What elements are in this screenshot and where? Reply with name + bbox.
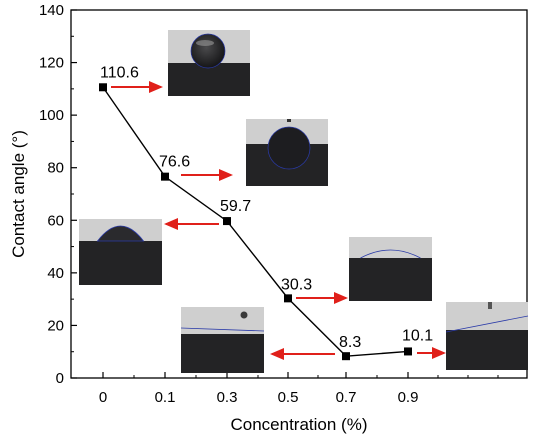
y-axis-title: Contact angle (°) bbox=[9, 130, 28, 258]
x-tick-label: 0.7 bbox=[336, 389, 357, 406]
data-point-marker bbox=[161, 172, 169, 181]
x-axis: 0 0.1 0.3 0.5 0.7 0.9 bbox=[99, 372, 499, 406]
y-tick-label: 140 bbox=[39, 2, 64, 19]
droplet-photo bbox=[349, 237, 432, 301]
y-tick-label: 20 bbox=[47, 317, 64, 334]
data-label: 8.3 bbox=[339, 334, 361, 351]
droplet-photo bbox=[79, 219, 162, 285]
droplet-photo bbox=[180, 307, 265, 373]
data-labels: 110.6 76.6 59.7 30.3 8.3 10.1 bbox=[100, 64, 433, 351]
y-tick-label: 40 bbox=[47, 265, 64, 282]
y-tick-label: 120 bbox=[39, 55, 64, 72]
droplet-photo bbox=[168, 30, 250, 96]
y-tick-label: 60 bbox=[47, 212, 64, 229]
y-tick-label: 0 bbox=[56, 370, 64, 387]
droplet-photos bbox=[79, 30, 529, 373]
data-point-marker bbox=[404, 347, 412, 356]
data-point-marker bbox=[284, 294, 292, 303]
data-label: 110.6 bbox=[100, 64, 139, 81]
x-tick-label: 0.1 bbox=[155, 389, 176, 406]
data-label: 59.7 bbox=[220, 198, 251, 215]
series-line bbox=[102, 86, 409, 357]
x-tick-label: 0.3 bbox=[217, 389, 238, 406]
data-point-marker bbox=[99, 83, 107, 92]
data-label: 10.1 bbox=[402, 327, 433, 344]
x-tick-label: 0.9 bbox=[398, 389, 419, 406]
data-label: 76.6 bbox=[159, 154, 190, 171]
y-axis: 0 20 40 60 80 100 120 140 bbox=[39, 2, 77, 387]
data-point-marker bbox=[223, 217, 231, 226]
droplet-photo bbox=[445, 302, 529, 370]
y-tick-label: 100 bbox=[39, 107, 64, 124]
y-tick-label: 80 bbox=[47, 160, 64, 177]
droplet-photo bbox=[246, 119, 328, 186]
x-tick-label: 0.5 bbox=[278, 389, 299, 406]
x-tick-label: 0 bbox=[99, 389, 107, 406]
annotation-arrows bbox=[111, 81, 446, 360]
series-line-group bbox=[99, 83, 412, 361]
x-axis-title: Concentration (%) bbox=[230, 415, 367, 434]
data-point-marker bbox=[342, 352, 350, 361]
data-label: 30.3 bbox=[281, 276, 312, 293]
